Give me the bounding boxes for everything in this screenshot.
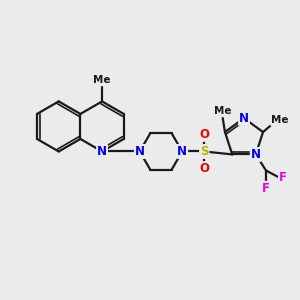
Text: Me: Me <box>214 106 231 116</box>
Text: F: F <box>262 182 270 195</box>
Text: Me: Me <box>93 75 111 85</box>
Text: S: S <box>200 145 208 158</box>
Text: O: O <box>199 128 209 141</box>
Text: O: O <box>199 162 209 175</box>
Text: N: N <box>135 145 145 158</box>
Text: N: N <box>177 145 187 158</box>
Text: N: N <box>97 145 107 158</box>
Text: N: N <box>239 112 249 125</box>
Text: Me: Me <box>271 115 289 125</box>
Text: F: F <box>279 171 287 184</box>
Text: N: N <box>251 148 261 161</box>
